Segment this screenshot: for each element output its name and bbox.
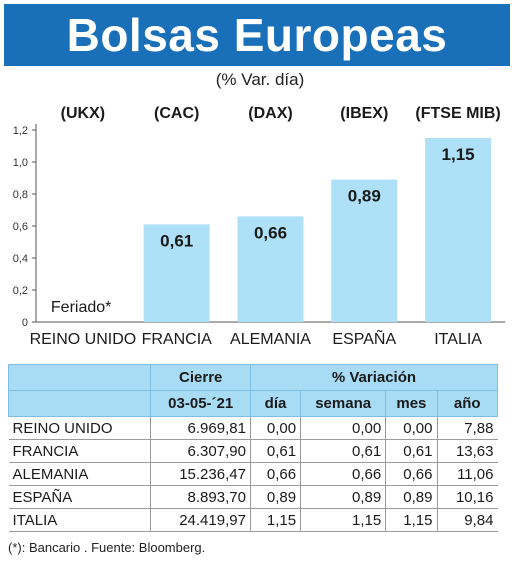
table-cell-country: ESPAÑA [8,485,151,509]
table-cell-value: 0,66 [385,462,437,486]
table-header-blank [7,364,152,391]
table-group-header-cierre: Cierre [150,364,251,391]
table-header-mes: mes [385,390,438,417]
bar-chart: 0 0,2 0,4 0,6 0,8 1,0 1,2 (UKX) REINO UNIDO (CAC)… [13,105,505,348]
table-header-date: 03-05-´21 [150,390,251,417]
data-label: 1,15 [442,145,475,164]
index-label: (DAX) [248,105,292,122]
table-cell-value: 11,06 [436,462,498,486]
table-cell-value: 0,66 [249,462,301,486]
data-label: 0,61 [160,231,193,250]
bar [425,138,492,322]
table-cell-country: REINO UNIDO [8,416,151,440]
table-cell-value: 0,61 [300,439,386,463]
index-label: (IBEX) [340,105,388,122]
table-row: ITALIA 24.419,97 1,15 1,15 1,15 9,84 [8,508,498,532]
table-cell-value: 13,63 [436,439,498,463]
category-label: ESPAÑA [332,328,396,348]
table-cell-country: ALEMANIA [8,462,151,486]
y-tick-label: 0,6 [13,221,28,233]
category-label: ALEMANIA [230,331,311,348]
table-cell-value: 0,00 [300,416,386,440]
y-tick-label: 0,4 [13,253,28,265]
data-label: 0,89 [348,187,381,206]
table-cell-value: 0,00 [249,416,301,440]
index-label: (FTSE MIB) [415,105,500,122]
table-cell-value: 0,89 [300,485,386,509]
table-cell-value: 8.893,70 [150,485,251,509]
table-cell-value: 6.307,90 [150,439,251,463]
bar [237,216,304,322]
table-cell-value: 24.419,97 [150,508,251,532]
footnote: (*): Bancario . Fuente: Bloomberg. [8,540,206,555]
index-label: (UKX) [61,105,105,122]
y-tick-label: 0 [22,317,28,329]
category-label: REINO UNIDO [30,331,137,348]
table-cell-value: 10,16 [436,485,498,509]
table-header-dia: día [249,390,302,417]
table-row: ESPAÑA 8.893,70 0,89 0,89 0,89 10,16 [8,485,498,509]
table-cell-value: 9,84 [436,508,498,532]
table-cell-value: 15.236,47 [150,462,251,486]
table-row: FRANCIA 6.307,90 0,61 0,61 0,61 13,63 [8,439,498,463]
table-cell-value: 0,66 [300,462,386,486]
table-cell-value: 1,15 [300,508,386,532]
table-cell-value: 0,61 [385,439,437,463]
table-header-row: 03-05-´21 día semana mes año [7,390,498,417]
index-label: (CAC) [154,105,199,122]
table-cell-value: 1,15 [385,508,437,532]
bar [143,224,210,322]
table-header-blank [7,390,152,417]
y-tick-label: 0,2 [13,285,28,297]
category-label: FRANCIA [142,331,213,348]
table-row: ALEMANIA 15.236,47 0,66 0,66 0,66 11,06 [8,462,498,486]
chart-subtitle: (% Var. día) [215,70,305,89]
category-label: ITALIA [434,331,482,348]
table-cell-value: 0,61 [249,439,301,463]
table-cell-value: 0,00 [385,416,437,440]
table-cell-value: 1,15 [249,508,301,532]
table-row: REINO UNIDO 6.969,81 0,00 0,00 0,00 7,88 [8,416,498,440]
table-cell-value: 0,89 [385,485,437,509]
bar [331,179,398,322]
table-group-header-row: Cierre % Variación [7,364,499,391]
data-label: 0,66 [254,223,287,242]
table-header-ano: año [436,390,498,417]
table-header-semana: semana [300,390,387,417]
table-group-header-variacion: % Variación [249,364,499,391]
table-cell-value: 0,89 [249,485,301,509]
y-tick-label: 1,2 [13,125,28,137]
table-cell-value: 7,88 [436,416,498,440]
table-cell-value: 6.969,81 [150,416,251,440]
y-tick-label: 1,0 [13,157,28,169]
feriado-annotation: Feriado* [51,299,111,316]
chart-title: Bolsas Europeas [4,4,510,66]
data-table: Cierre % Variación 03-05-´21 día semana … [7,364,499,532]
table-cell-country: FRANCIA [8,439,151,463]
y-tick-label: 0,8 [13,189,28,201]
table-cell-country: ITALIA [8,508,151,532]
